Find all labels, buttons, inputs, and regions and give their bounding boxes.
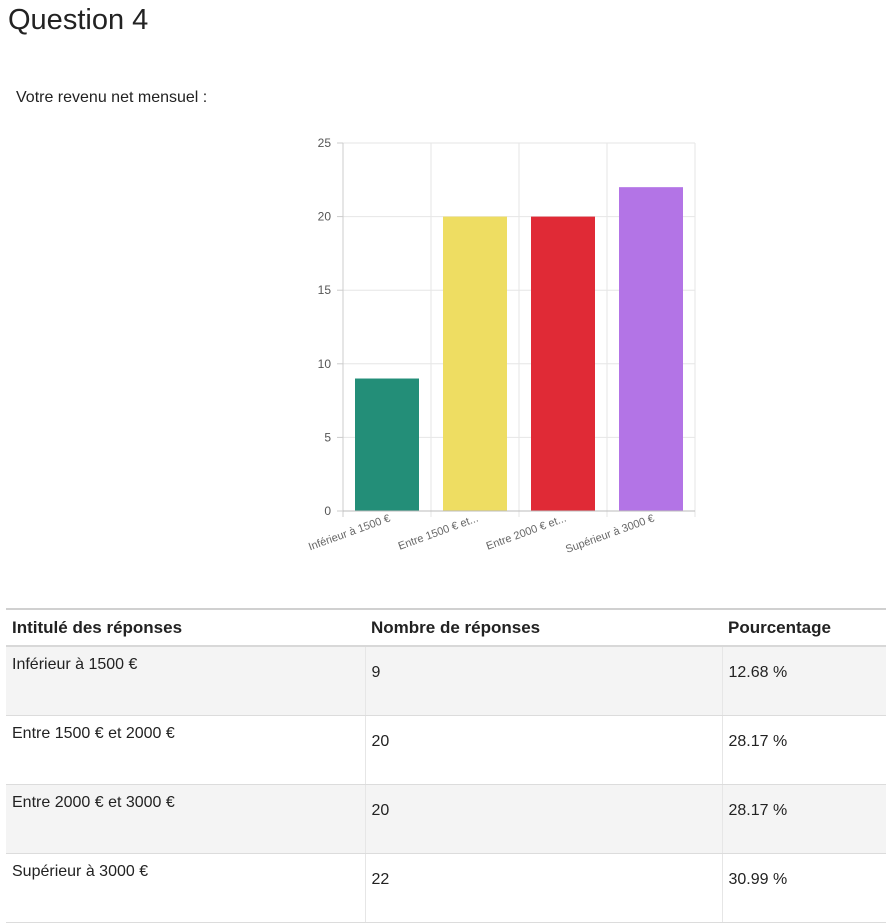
bar — [619, 187, 683, 511]
row-label: Entre 1500 € et 2000 € — [6, 715, 365, 785]
table-row: Inférieur à 1500 € 9 12.68 % — [6, 646, 886, 716]
row-label: Entre 2000 € et 3000 € — [6, 784, 365, 854]
chart-axes — [337, 142, 695, 517]
y-tick-label: 5 — [324, 430, 331, 444]
row-count: 20 — [364, 715, 722, 785]
row-count: 22 — [364, 853, 722, 923]
header-count: Nombre de réponses — [365, 608, 722, 647]
row-count: 9 — [364, 646, 722, 716]
y-tick-label: 25 — [318, 136, 332, 150]
y-tick-label: 0 — [324, 504, 331, 518]
y-tick-label: 15 — [318, 283, 332, 297]
row-label: Inférieur à 1500 € — [6, 646, 365, 716]
x-category-label: Entre 2000 € et... — [485, 513, 568, 553]
row-count: 20 — [364, 784, 722, 854]
bar — [443, 216, 507, 511]
table-row: Entre 2000 € et 3000 € 20 28.17 % — [6, 784, 886, 854]
row-percent: 28.17 % — [721, 784, 886, 854]
table-header-row: Intitulé des réponses Nombre de réponses… — [6, 608, 886, 647]
x-category-label: Supérieur à 3000 € — [564, 513, 656, 556]
row-percent: 12.68 % — [721, 646, 886, 716]
table-row: Entre 1500 € et 2000 € 20 28.17 % — [6, 715, 886, 785]
bar-chart: 0 5 10 15 20 25 Inférieur à 1500 € Entre 1500 €… — [307, 136, 696, 556]
row-percent: 28.17 % — [721, 715, 886, 785]
y-tick-label: 10 — [318, 357, 332, 371]
y-tick-label: 20 — [318, 210, 332, 224]
header-label: Intitulé des réponses — [6, 608, 365, 647]
row-label: Supérieur à 3000 € — [6, 853, 365, 923]
bar — [355, 378, 419, 511]
x-category-label: Inférieur à 1500 € — [307, 513, 392, 554]
header-percent: Pourcentage — [722, 608, 886, 647]
chart-bars — [355, 187, 683, 511]
row-percent: 30.99 % — [721, 853, 886, 923]
table-row: Supérieur à 3000 € 22 30.99 % — [6, 853, 886, 923]
page-title: Question 4 — [8, 4, 149, 36]
x-category-label: Entre 1500 € et... — [397, 513, 480, 553]
results-table: Intitulé des réponses Nombre de réponses… — [6, 608, 886, 923]
question-text: Votre revenu net mensuel : — [16, 89, 208, 106]
bar — [531, 216, 595, 511]
